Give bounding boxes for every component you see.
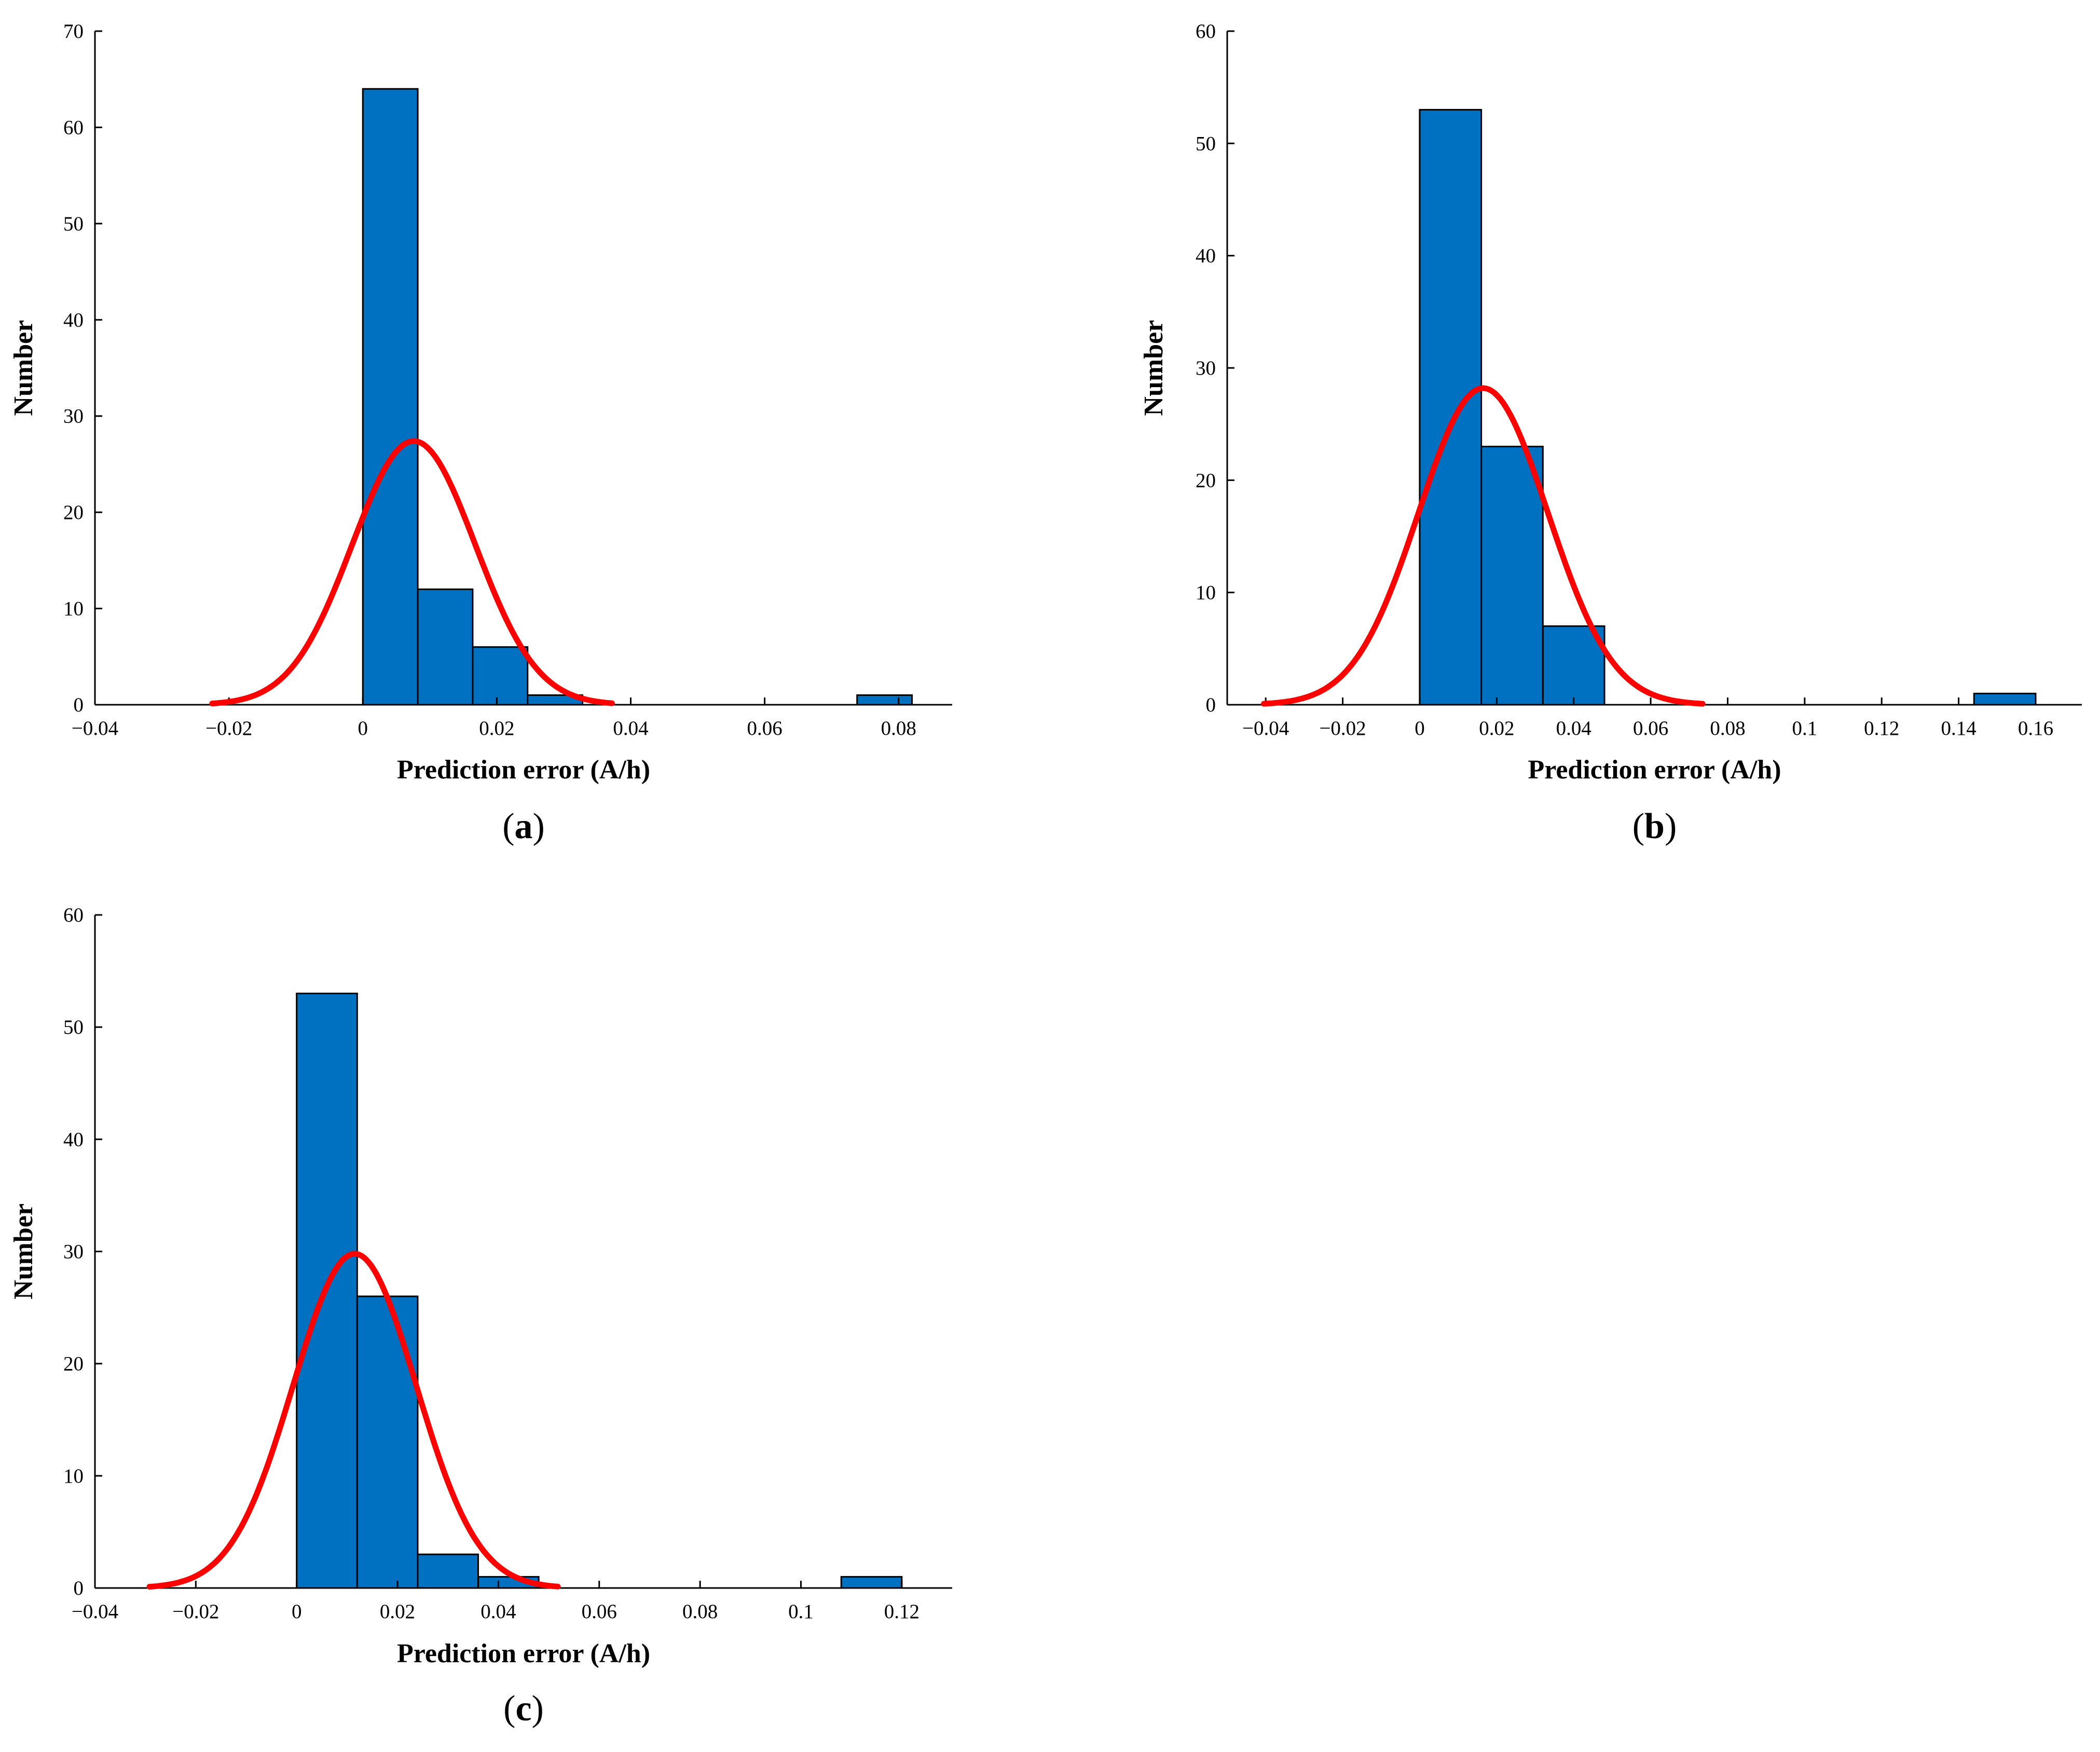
x-tick-label: −0.04 (72, 717, 118, 740)
x-tick-label: 0.02 (380, 1600, 415, 1623)
x-tick-label: 0.1 (1792, 717, 1817, 740)
histogram-bar (472, 646, 529, 706)
y-tick-label: 40 (1196, 245, 1216, 267)
histogram-bar (417, 588, 474, 706)
caption-paren-close: ) (1665, 806, 1677, 846)
y-tick-label: 60 (63, 116, 84, 139)
x-tick-label: 0.02 (479, 717, 514, 740)
x-tick-label: −0.02 (205, 717, 252, 740)
y-tick-label: 0 (1206, 694, 1216, 716)
y-tick-label: 60 (1196, 20, 1216, 43)
x-tick-label: 0.08 (881, 717, 916, 740)
x-tick-label: 0.06 (582, 1600, 617, 1623)
panel-caption: (b) (1632, 806, 1677, 846)
panel-caption: (c) (503, 1689, 544, 1729)
y-tick-label: 10 (1196, 582, 1216, 604)
x-tick-label: −0.04 (72, 1600, 118, 1623)
y-tick-label: 40 (63, 309, 84, 331)
y-tick-label: 60 (63, 904, 84, 926)
y-tick-label: 30 (1196, 357, 1216, 379)
normal-fit-curve (1261, 385, 1706, 707)
x-tick-label: 0.04 (613, 717, 648, 740)
histogram-bar (1480, 445, 1544, 706)
panel-caption: (a) (502, 806, 545, 846)
y-tick-label: 70 (63, 20, 84, 43)
caption-letter: a (515, 806, 533, 846)
panel-b: 0 10 20 30 40 50 60 −0.04 −0.02 0 0.02 0.04 0.06 0.08… (1139, 20, 2082, 846)
x-tick-label: 0.08 (682, 1600, 718, 1623)
histogram-bar (840, 1576, 903, 1589)
y-tick-label: 10 (63, 598, 84, 620)
x-tick-label: 0 (1415, 717, 1425, 740)
caption-paren-open: ( (1632, 806, 1644, 846)
y-tick-label: 30 (63, 405, 84, 428)
caption-paren-open: ( (502, 806, 514, 846)
histogram-bar (356, 1295, 419, 1589)
y-tick-label: 50 (1196, 132, 1216, 155)
normal-fit-curve (146, 1251, 561, 1590)
x-tick-label: 0.16 (2018, 717, 2053, 740)
histogram-bar (1542, 625, 1605, 706)
x-tick-label: 0.12 (884, 1600, 919, 1623)
y-tick-label: 50 (63, 1016, 84, 1038)
histogram-bar (856, 694, 913, 706)
x-axis-title: Prediction error (A/h) (397, 1639, 650, 1668)
x-tick-label: −0.04 (1242, 717, 1289, 740)
y-tick-label: 0 (74, 1577, 84, 1599)
x-tick-label: 0.04 (1556, 717, 1591, 740)
x-tick-label: 0.06 (1633, 717, 1668, 740)
x-tick-label: −0.02 (1319, 717, 1366, 740)
caption-paren-close: ) (532, 1689, 544, 1729)
x-axis-title: Prediction error (A/h) (397, 755, 650, 785)
y-tick-label: 10 (63, 1465, 84, 1487)
x-tick-label: 0 (358, 717, 368, 740)
x-tick-label: 0.14 (1941, 717, 1976, 740)
y-tick-label: 40 (63, 1128, 84, 1151)
caption-paren-open: ( (503, 1689, 515, 1729)
x-axis-title: Prediction error (A/h) (1528, 755, 1781, 785)
panel-a: 0 10 20 30 40 50 60 70 −0.04 −0.02 0 0.02 0.04 0.06 0.… (9, 20, 952, 846)
y-axis-title: Number (9, 1203, 38, 1299)
y-axis-title: Number (9, 320, 38, 416)
panel-c: 0 10 20 30 40 50 60 −0.04 −0.02 0 0.02 0.04 0.06 0.08… (9, 904, 952, 1729)
x-tick-label: 0.06 (747, 717, 783, 740)
caption-paren-close: ) (533, 806, 545, 846)
x-tick-label: −0.02 (172, 1600, 219, 1623)
histogram-bar (362, 88, 419, 706)
caption-letter: c (515, 1689, 531, 1729)
y-tick-label: 0 (74, 694, 84, 716)
normal-fit-curve (209, 438, 615, 707)
histogram-bar (417, 1553, 479, 1589)
caption-letter: b (1644, 806, 1665, 846)
x-tick-label: 0.02 (1479, 717, 1514, 740)
y-axis-title: Number (1139, 320, 1169, 416)
x-tick-label: 0.12 (1864, 717, 1899, 740)
histogram-bar (1973, 692, 2037, 706)
y-tick-label: 30 (63, 1241, 84, 1263)
x-tick-label: 0.08 (1710, 717, 1745, 740)
histogram-bar (1419, 108, 1483, 706)
y-tick-label: 20 (63, 501, 84, 524)
y-tick-label: 20 (63, 1353, 84, 1375)
x-tick-label: 0 (292, 1600, 302, 1623)
x-tick-label: 0.04 (481, 1600, 516, 1623)
y-tick-label: 20 (1196, 469, 1216, 491)
y-tick-label: 50 (63, 213, 84, 235)
x-tick-label: 0.1 (788, 1600, 814, 1623)
